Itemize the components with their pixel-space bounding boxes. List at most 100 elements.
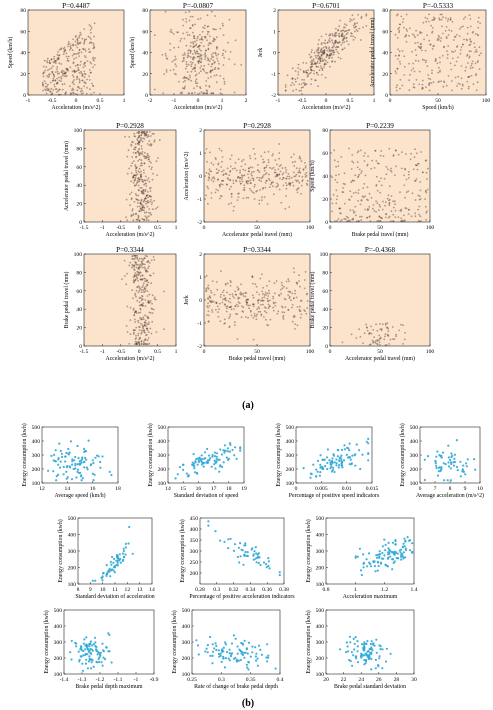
- data-point: [200, 37, 203, 40]
- data-point: [198, 458, 202, 461]
- data-point: [391, 568, 394, 571]
- x-tick-label: -1.5: [80, 349, 89, 355]
- data-point: [410, 69, 413, 72]
- y-tick-label: 40: [20, 51, 26, 57]
- data-point: [446, 57, 449, 59]
- data-point: [430, 24, 432, 27]
- data-point: [49, 90, 52, 93]
- data-point: [205, 49, 208, 52]
- data-point: [142, 282, 145, 285]
- data-point: [352, 209, 355, 212]
- data-point: [375, 554, 378, 557]
- data-point: [138, 304, 141, 307]
- data-point: [101, 664, 104, 667]
- data-point: [323, 49, 326, 52]
- data-point: [306, 184, 309, 186]
- data-point: [282, 184, 285, 187]
- data-point: [320, 54, 323, 57]
- data-point: [287, 294, 290, 296]
- data-point: [185, 76, 187, 79]
- data-point: [377, 209, 380, 212]
- data-point: [412, 83, 415, 86]
- data-point: [248, 187, 251, 190]
- data-point: [259, 189, 262, 191]
- data-point: [89, 50, 92, 53]
- data-point: [58, 62, 61, 65]
- data-point: [73, 459, 76, 462]
- data-point: [422, 87, 424, 90]
- data-point: [396, 37, 399, 39]
- data-point: [397, 153, 400, 156]
- data-point: [92, 462, 95, 465]
- data-point: [193, 49, 196, 52]
- data-point: [193, 66, 196, 69]
- data-point: [298, 171, 301, 174]
- data-point: [207, 25, 210, 28]
- data-point: [235, 180, 238, 183]
- data-point: [304, 271, 307, 273]
- data-point: [340, 462, 343, 465]
- data-point: [209, 297, 212, 299]
- data-point: [477, 26, 480, 29]
- data-point: [470, 74, 473, 77]
- data-point: [146, 343, 149, 346]
- data-point: [229, 301, 232, 304]
- data-point: [215, 168, 218, 171]
- data-point: [411, 192, 414, 195]
- data-point: [145, 182, 147, 185]
- data-point: [356, 220, 358, 223]
- data-point: [209, 70, 212, 73]
- data-point: [408, 549, 412, 552]
- data-point: [224, 172, 227, 175]
- data-point: [76, 76, 79, 79]
- data-point: [82, 649, 85, 653]
- data-point: [163, 328, 166, 330]
- data-point: [380, 217, 382, 219]
- data-point: [429, 43, 432, 46]
- data-point: [385, 326, 388, 329]
- data-point: [267, 654, 270, 657]
- data-point: [218, 147, 221, 150]
- data-point: [254, 157, 257, 160]
- data-point: [370, 657, 373, 661]
- data-point: [412, 62, 414, 65]
- x-tick-label: 100: [306, 225, 315, 231]
- data-point: [377, 339, 380, 342]
- data-point: [364, 174, 367, 177]
- data-point: [414, 215, 417, 218]
- data-point: [436, 62, 439, 65]
- data-point: [341, 35, 343, 37]
- data-point: [227, 457, 230, 460]
- data-point: [226, 167, 229, 170]
- data-point: [130, 191, 133, 194]
- data-point: [235, 457, 238, 460]
- data-point: [204, 49, 207, 52]
- data-point: [249, 310, 252, 313]
- data-point: [250, 309, 252, 312]
- data-point: [443, 45, 446, 48]
- data-point: [208, 168, 211, 171]
- data-point: [266, 324, 268, 326]
- data-point: [414, 199, 417, 201]
- data-point: [137, 334, 140, 337]
- data-point: [431, 69, 433, 72]
- data-point: [247, 173, 249, 176]
- data-point: [137, 199, 140, 202]
- data-point: [369, 565, 373, 568]
- data-point: [140, 138, 143, 141]
- data-point: [136, 198, 139, 201]
- data-point: [280, 292, 282, 295]
- data-point: [77, 68, 80, 71]
- data-point: [189, 27, 191, 29]
- data-point: [192, 46, 195, 49]
- data-point: [140, 340, 143, 342]
- data-point: [281, 173, 284, 176]
- data-point: [320, 43, 323, 46]
- data-point: [78, 49, 81, 52]
- data-point: [240, 165, 243, 168]
- data-point: [265, 311, 268, 314]
- data-point: [419, 47, 422, 50]
- data-point: [204, 35, 207, 38]
- data-point: [134, 135, 137, 138]
